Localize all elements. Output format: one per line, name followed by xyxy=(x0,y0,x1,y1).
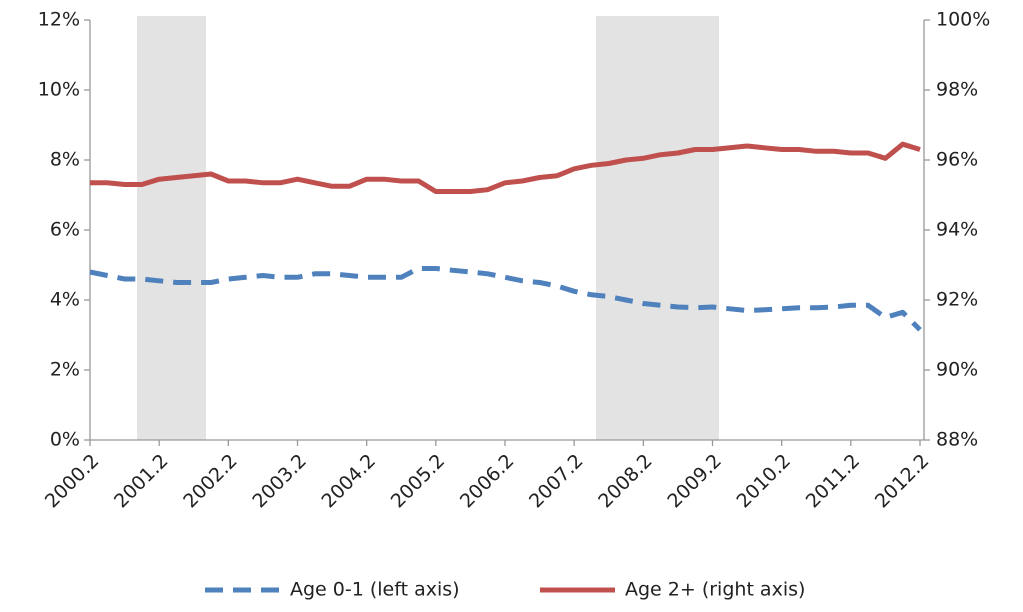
y2-tick-label: 88% xyxy=(936,429,978,451)
x-tick-label: 2012.2 xyxy=(871,450,934,513)
x-tick-label: 2002.2 xyxy=(179,450,242,513)
shaded-period xyxy=(596,16,719,440)
x-tick-label: 2009.2 xyxy=(663,450,726,513)
y2-tick-label: 98% xyxy=(936,79,978,101)
shaded-period xyxy=(137,16,206,440)
x-tick-label: 2011.2 xyxy=(802,450,865,513)
x-tick-label: 2006.2 xyxy=(456,450,519,513)
x-tick-label: 2005.2 xyxy=(387,450,450,513)
y2-tick-label: 94% xyxy=(936,219,978,241)
x-tick-label: 2000.2 xyxy=(41,450,104,513)
x-tick-label: 2008.2 xyxy=(594,450,657,513)
x-tick-label: 2007.2 xyxy=(525,450,588,513)
legend-label: Age 0-1 (left axis) xyxy=(290,579,460,601)
y-tick-label: 0% xyxy=(50,429,80,451)
y2-tick-label: 100% xyxy=(936,9,990,31)
y2-tick-label: 92% xyxy=(936,289,978,311)
y-tick-label: 2% xyxy=(50,359,80,381)
x-tick-label: 2010.2 xyxy=(733,450,796,513)
y-tick-label: 6% xyxy=(50,219,80,241)
y2-tick-label: 90% xyxy=(936,359,978,381)
x-tick-label: 2004.2 xyxy=(318,450,381,513)
y2-tick-label: 96% xyxy=(936,149,978,171)
series-line xyxy=(90,141,921,194)
legend-label: Age 2+ (right axis) xyxy=(625,579,805,601)
x-tick-label: 2001.2 xyxy=(110,450,173,513)
series-line xyxy=(89,266,922,332)
y-tick-label: 8% xyxy=(50,149,80,171)
y-tick-label: 12% xyxy=(38,9,80,31)
y-tick-label: 4% xyxy=(50,289,80,311)
x-tick-label: 2003.2 xyxy=(248,450,311,513)
y-tick-label: 10% xyxy=(38,79,80,101)
